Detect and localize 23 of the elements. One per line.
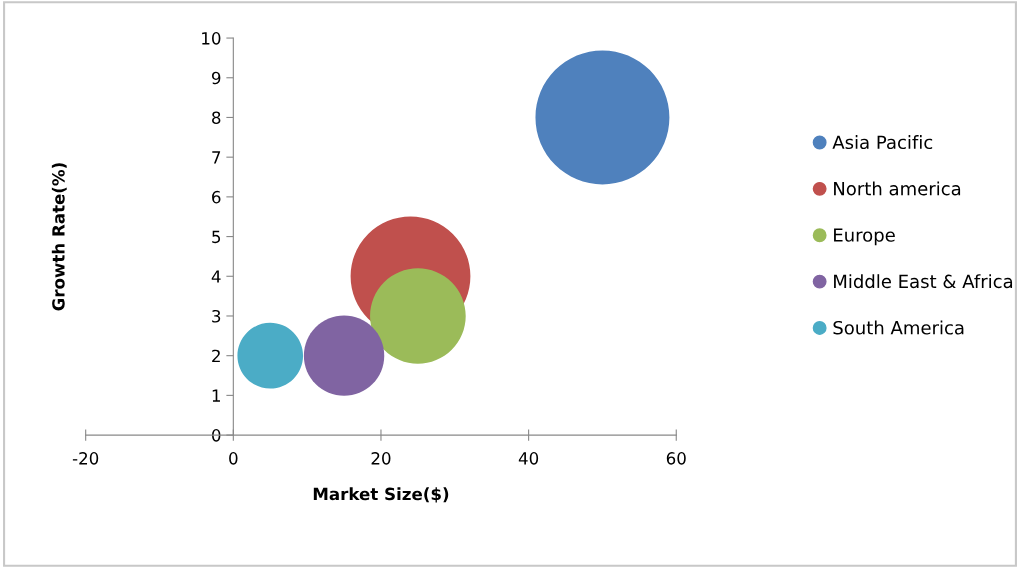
x-axis-title: Market Size($) — [313, 487, 449, 503]
y-axis-title: Growth Rate(%) — [51, 163, 67, 311]
legend-label: South America — [833, 320, 964, 335]
y-tick-label: 8 — [212, 111, 221, 125]
x-tick-label: -20 — [72, 452, 99, 465]
y-tick-label: 7 — [212, 151, 221, 164]
y-tick-label: 0 — [212, 429, 221, 442]
legend-label: North america — [834, 181, 961, 196]
y-tick-label: 5 — [212, 230, 221, 244]
x-tick-label: 0 — [229, 452, 238, 465]
y-tick-label: 9 — [211, 71, 221, 85]
y-tick-label: 1 — [212, 389, 220, 402]
y-tick-label: 10 — [202, 32, 221, 45]
legend-label: Europe — [834, 228, 895, 246]
x-tick-label: 60 — [666, 452, 686, 465]
legend-label: Asia Pacific — [832, 135, 933, 150]
legend-label: Middle East & Africa — [834, 274, 1013, 289]
x-tick-label: 40 — [518, 452, 539, 465]
y-tick-label: 4 — [211, 270, 221, 283]
y-tick-label: 2 — [212, 349, 220, 363]
y-tick-label: 3 — [212, 309, 221, 323]
x-tick-label: 20 — [371, 452, 391, 465]
y-tick-label: 6 — [212, 190, 221, 204]
